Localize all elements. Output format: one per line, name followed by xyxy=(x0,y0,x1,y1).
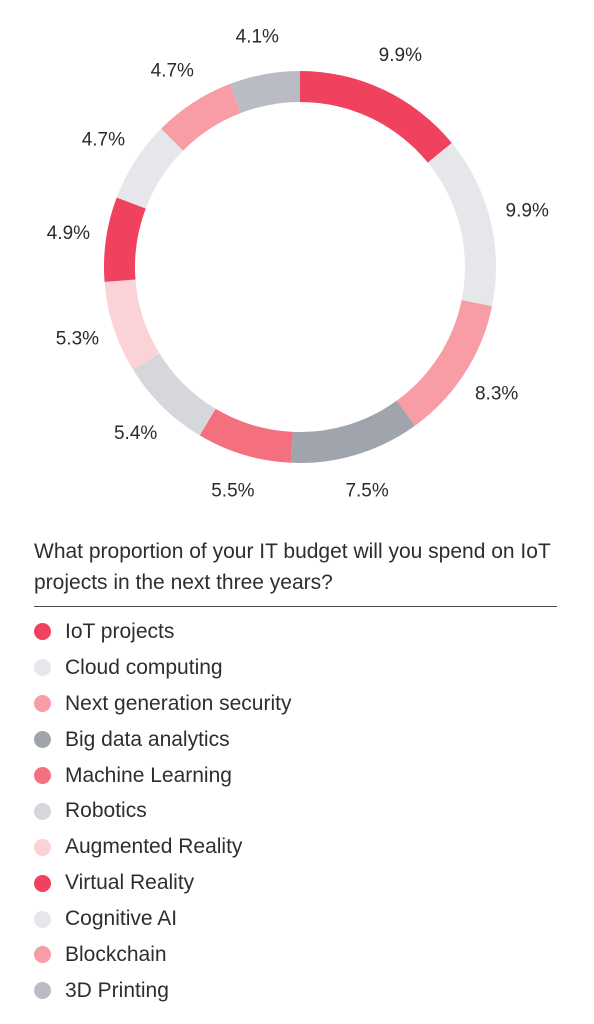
legend-item-3d-printing: 3D Printing xyxy=(34,973,291,1009)
legend-item-blockchain: Blockchain xyxy=(34,937,291,973)
slice-iot-projects xyxy=(300,71,452,163)
slice-robotics xyxy=(132,353,216,436)
data-label-augmented-reality: 5.3% xyxy=(56,329,99,350)
slice-cognitive-ai xyxy=(116,128,184,209)
data-label-cloud-computing: 9.9% xyxy=(506,201,549,222)
legend-label: 3D Printing xyxy=(65,978,169,1002)
data-label-blockchain: 4.7% xyxy=(151,60,194,81)
legend-item-augmented-reality: Augmented Reality xyxy=(34,829,291,865)
legend-item-big-data-analytics: Big data analytics xyxy=(34,722,291,758)
legend-item-machine-learning: Machine Learning xyxy=(34,758,291,794)
legend-label: Cloud computing xyxy=(65,655,223,679)
data-label-iot-projects: 9.9% xyxy=(379,45,422,66)
legend-item-cognitive-ai: Cognitive AI xyxy=(34,901,291,937)
slice-3d-printing xyxy=(229,71,300,113)
legend-swatch xyxy=(34,874,51,892)
legend-label: Virtual Reality xyxy=(65,871,195,895)
chart-legend: IoT projects Cloud computing Next generati… xyxy=(34,614,291,1009)
legend-swatch xyxy=(34,695,51,713)
legend-item-cloud-computing: Cloud computing xyxy=(34,650,291,686)
legend-swatch xyxy=(34,731,51,749)
legend-label: Robotics xyxy=(65,799,147,823)
legend-item-robotics: Robotics xyxy=(34,793,291,829)
slice-augmented-reality xyxy=(104,279,160,370)
legend-swatch xyxy=(34,802,51,820)
slice-blockchain xyxy=(161,84,241,151)
legend-swatch xyxy=(34,946,51,964)
legend-swatch xyxy=(34,767,51,784)
data-label-big-data-analytics: 7.5% xyxy=(345,481,388,502)
legend-label: IoT projects xyxy=(65,619,175,643)
data-label-next-generation-security: 8.3% xyxy=(475,383,518,404)
legend-label: Blockchain xyxy=(65,942,167,966)
legend-item-iot-projects: IoT projects xyxy=(34,614,291,650)
slice-next-generation-security xyxy=(396,300,493,426)
slice-virtual-reality xyxy=(104,197,146,282)
legend-swatch xyxy=(34,623,51,641)
slice-machine-learning xyxy=(199,408,293,463)
donut-chart: 9.9% 9.9% 8.3% 7.5% 5.5% 5.4% 5.3% 4.9% 4.7% 4.7%… xyxy=(47,26,549,502)
slice-cloud-computing xyxy=(427,143,497,307)
chart-title: What proportion of your IT budget will y… xyxy=(34,540,551,594)
data-label-machine-learning: 5.5% xyxy=(211,481,254,502)
legend-label: Augmented Reality xyxy=(65,835,243,859)
slice-big-data-analytics xyxy=(291,400,415,464)
legend-label: Next generation security xyxy=(65,691,292,715)
legend-item-virtual-reality: Virtual Reality xyxy=(34,865,291,901)
data-label-robotics: 5.4% xyxy=(114,423,157,444)
legend-label: Cognitive AI xyxy=(65,907,178,931)
legend-swatch xyxy=(34,982,51,1000)
data-label-cognitive-ai: 4.7% xyxy=(82,130,125,151)
legend-swatch xyxy=(34,659,51,677)
legend-swatch xyxy=(34,838,51,856)
legend-item-next-generation-security: Next generation security xyxy=(34,686,291,722)
data-label-3d-printing: 4.1% xyxy=(236,26,279,47)
legend-swatch xyxy=(34,910,51,928)
title-divider xyxy=(34,606,557,607)
legend-label: Big data analytics xyxy=(65,727,230,751)
legend-label: Machine Learning xyxy=(65,763,232,787)
data-label-virtual-reality: 4.9% xyxy=(47,223,90,244)
